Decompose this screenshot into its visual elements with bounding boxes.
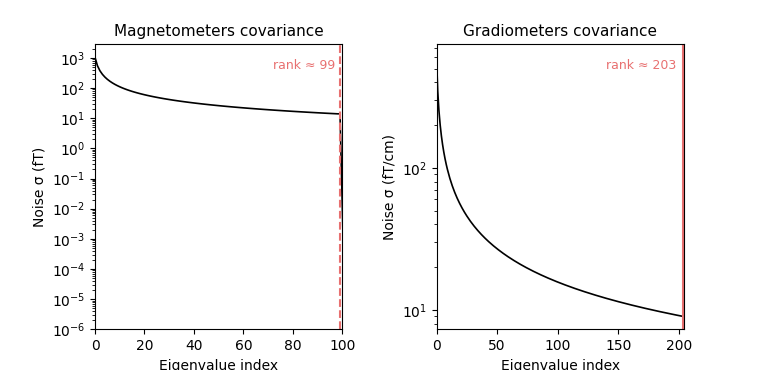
- Text: rank ≈ 203: rank ≈ 203: [606, 58, 676, 72]
- Title: Magnetometers covariance: Magnetometers covariance: [114, 24, 324, 39]
- X-axis label: Eigenvalue index: Eigenvalue index: [501, 359, 620, 370]
- Text: rank ≈ 99: rank ≈ 99: [273, 58, 335, 72]
- Title: Gradiometers covariance: Gradiometers covariance: [464, 24, 657, 39]
- Y-axis label: Noise σ (fT/cm): Noise σ (fT/cm): [382, 134, 396, 240]
- Y-axis label: Noise σ (fT): Noise σ (fT): [32, 147, 46, 227]
- X-axis label: Eigenvalue index: Eigenvalue index: [159, 359, 278, 370]
